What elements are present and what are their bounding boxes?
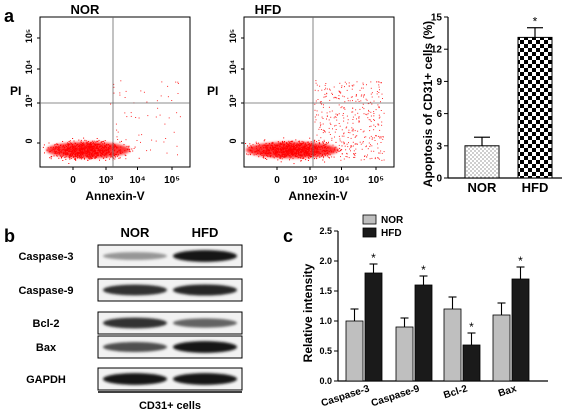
flow-ytick-label: 10⁵ [228,29,238,43]
intensity-xtick-label: Caspase-9 [370,383,421,409]
intensity-ytick-label: 1.5 [319,286,332,296]
intensity-bar-hfd [364,272,383,382]
relative-intensity-chart: Relative intensity 0.0 0.5 1.0 1.5 2.0 2.5 * Ca… [301,214,548,409]
flow-ylabel-nor: PI [10,84,21,98]
blot-band [103,342,167,352]
blot-row-label: Caspase-9 [18,285,73,297]
intensity-xtick-label: Caspase-3 [320,383,371,409]
intensity-ytick-label: 0.0 [319,376,332,386]
significance-star: * [533,15,538,29]
western-blot: NOR HFD Caspase-3 Caspase-9 Bcl-2 Bax GAPDH CD… [18,225,243,412]
intensity-bar-nor [443,308,462,382]
scatter-points-hfd [245,80,385,165]
apoptosis-ytick-label: 0 [436,174,442,185]
flow-xtick-label: 10³ [99,175,114,186]
flow-xtick-label: 10³ [303,175,318,186]
blot-band [173,284,237,296]
legend-swatch-hfd [362,227,377,238]
flow-frame-nor [39,16,191,168]
flow-ylabel-hfd: PI [207,84,218,98]
flow-ytick-label: 10⁴ [228,60,238,74]
apoptosis-ytick-label: 12 [431,45,443,56]
intensity-ytick-label: 1.0 [319,316,332,326]
apoptosis-bar-chart: Apoptosis of CD31+ cells (%) 0 3 6 9 12 15 NOR… [421,13,562,195]
intensity-ytick-label: 2.5 [319,226,332,236]
intensity-ylabel: Relative intensity [301,263,315,362]
flow-xlabel-nor: Annexin-V [85,189,144,203]
flow-xtick-label: 0 [70,175,76,186]
intensity-xtick-label: Bax [497,383,518,399]
apoptosis-ytick-label: 6 [436,109,442,120]
apoptosis-ytick-label: 15 [431,13,443,24]
intensity-xtick-label: Bcl-2 [442,383,469,401]
flow-ytick-label: 0 [228,138,238,143]
blot-caption: CD31+ cells [139,400,201,412]
flow-xtick-label: 0 [274,175,280,186]
flow-title-nor: NOR [71,2,101,17]
flow-ytick-label: 0 [24,138,34,143]
blot-band [103,373,167,385]
significance-star: * [469,320,474,334]
apoptosis-ytick-label: 9 [436,77,442,88]
blot-band [173,250,237,262]
blot-band [173,373,237,385]
flow-title-hfd: HFD [255,2,282,17]
blot-group-nor: NOR [121,225,151,240]
blot-band [103,252,167,260]
intensity-bar-hfd [414,284,433,382]
legend-label: NOR [381,215,404,226]
intensity-ytick-label: 0.5 [319,346,332,356]
blot-strip [97,311,243,335]
flow-ytick-label: 10⁴ [24,60,34,74]
panel-letter-a: a [4,6,15,26]
apoptosis-ytick-label: 3 [436,141,442,152]
blot-band [173,341,237,353]
flow-ytick-label: 10³ [228,94,238,107]
blot-row-label: Caspase-3 [18,251,73,263]
blot-band [173,318,237,328]
significance-star: * [421,263,426,277]
panel-letter-c: c [283,226,293,246]
intensity-ytick-label: 2.0 [319,256,332,266]
intensity-bar-hfd [511,278,530,382]
flow-xlabel-hfd: Annexin-V [288,189,347,203]
intensity-bar-nor [492,314,511,382]
significance-star: * [518,254,523,268]
panel-letter-b: b [4,226,15,246]
flow-plot-hfd: HFD PI Annexin-V 10⁵ 10⁴ 10³ 0 0 10³ 10⁴ 10⁵ [207,2,395,203]
legend-label: HFD [381,228,402,239]
flow-ytick-label: 10⁵ [24,29,34,43]
blot-band [103,284,167,296]
flow-xtick-label: 10⁴ [129,175,145,186]
apoptosis-ylabel: Apoptosis of CD31+ cells (%) [421,21,435,187]
blot-row-label: GAPDH [26,374,66,386]
blot-row-label: Bcl-2 [33,318,60,330]
blot-band [103,317,167,329]
legend-swatch-nor [362,214,377,225]
scatter-points-nor [42,80,181,164]
flow-xtick-label: 10⁵ [164,175,180,186]
flow-xtick-label: 10⁵ [368,175,384,186]
apoptosis-bar-nor [464,145,500,179]
flow-plot-nor: NOR PI Annexin-V 10⁵ 10⁴ 10³ 0 0 10³ 10⁴ 10⁵ [10,2,191,203]
apoptosis-xtick-label: NOR [468,180,498,195]
intensity-bar-nor [395,326,414,382]
intensity-bar-hfd [462,344,481,382]
blot-group-hfd: HFD [192,225,219,240]
flow-ytick-label: 10³ [24,94,34,107]
intensity-bar-nor [345,320,364,382]
flow-xtick-label: 10⁴ [333,175,349,186]
significance-star: * [371,251,376,265]
apoptosis-xtick-label: HFD [522,180,549,195]
apoptosis-bar-hfd [517,36,553,179]
blot-row-label: Bax [36,342,57,354]
